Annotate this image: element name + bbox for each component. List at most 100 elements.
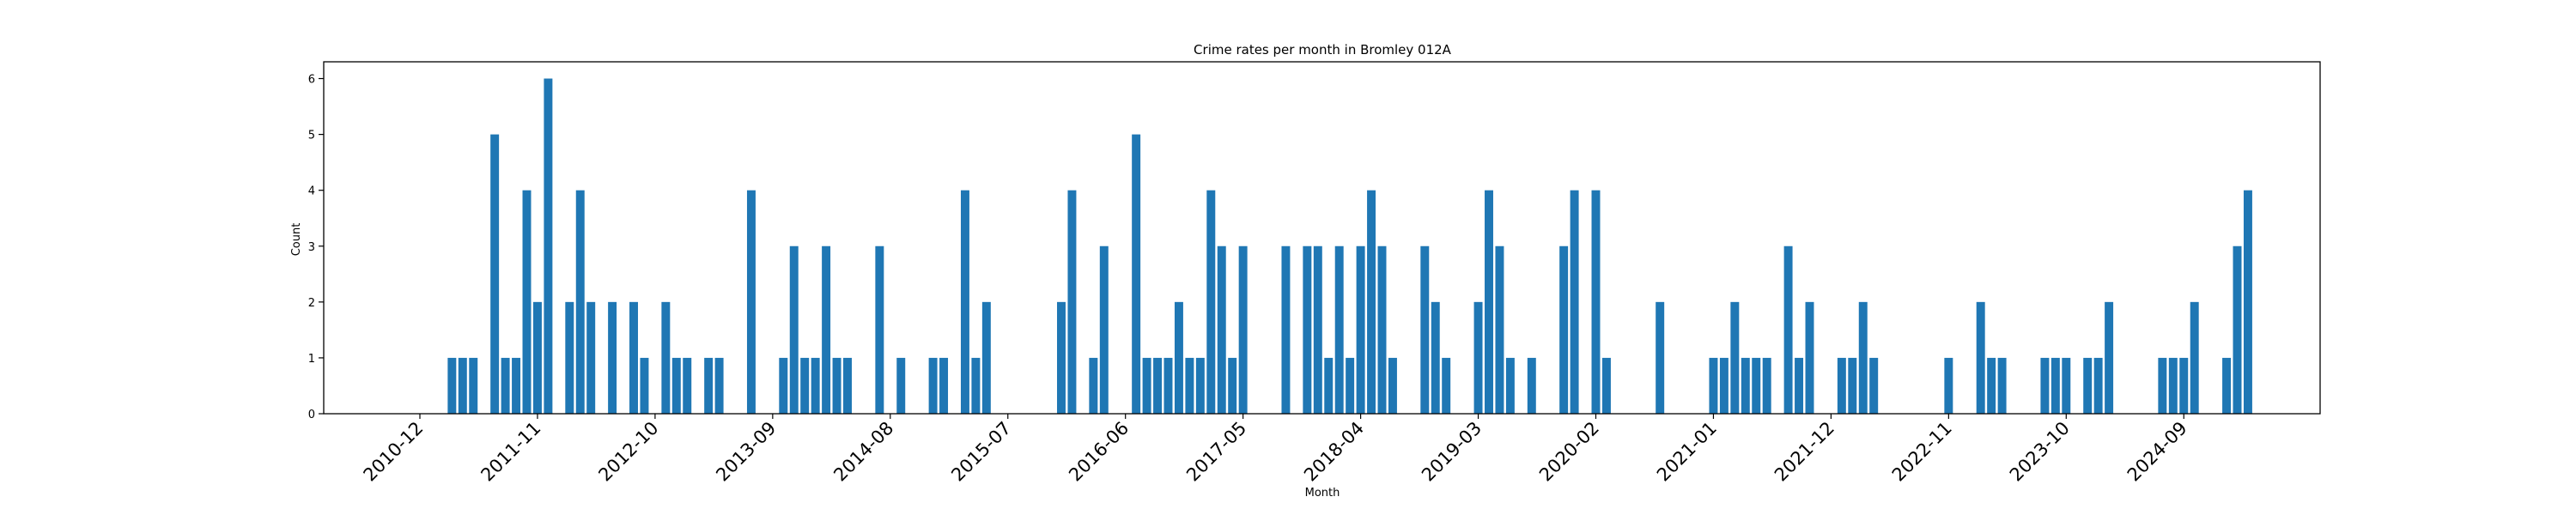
- x-tick-label: 2015-07: [947, 418, 1015, 486]
- bar: [2062, 357, 2071, 414]
- bar: [2105, 301, 2114, 414]
- x-tick-label: 2024-09: [2123, 418, 2191, 486]
- x-axis: 2010-12 2011-11 2012-10 2013-09 2014-08 2015-…: [360, 414, 2191, 486]
- y-axis-label: Count: [290, 223, 303, 257]
- bar: [1559, 245, 1569, 414]
- x-tick-label: 2016-06: [1065, 418, 1133, 486]
- bar: [2083, 357, 2093, 414]
- bar: [971, 357, 981, 414]
- bar: [1153, 357, 1163, 414]
- y-tick-label: 3: [308, 241, 315, 254]
- bar: [490, 134, 500, 414]
- bar: [565, 301, 574, 414]
- bar: [2233, 245, 2242, 414]
- x-tick-label: 2021-12: [1771, 418, 1838, 486]
- bar: [1334, 245, 1344, 414]
- y-axis: 0 1 2 3 4 5 6: [308, 74, 324, 421]
- x-axis-label: Month: [1305, 487, 1340, 500]
- bar: [1741, 357, 1750, 414]
- x-tick-label: 2013-09: [712, 418, 780, 486]
- bar: [1420, 245, 1430, 414]
- bar: [2158, 357, 2167, 414]
- bar: [1089, 357, 1098, 414]
- bar: [1281, 245, 1291, 414]
- bar: [1762, 357, 1771, 414]
- plot-frame: [323, 61, 2321, 415]
- y-tick-label: 1: [308, 353, 315, 366]
- bar: [1099, 245, 1109, 414]
- bar: [458, 357, 467, 414]
- bar: [981, 301, 991, 414]
- bar: [532, 301, 542, 414]
- bar: [1997, 357, 2007, 414]
- bar: [1837, 357, 1846, 414]
- bar: [629, 301, 638, 414]
- bar: [1367, 190, 1376, 414]
- bar: [2093, 357, 2103, 414]
- bar: [928, 357, 938, 414]
- bar: [832, 357, 841, 414]
- bar: [896, 357, 906, 414]
- bars-group: [447, 78, 2252, 415]
- y-tick-label: 5: [308, 130, 315, 142]
- bar: [1709, 357, 1718, 414]
- x-tick-label: 2014-08: [829, 418, 897, 486]
- bar: [1858, 301, 1868, 414]
- bar: [575, 190, 585, 414]
- y-tick-label: 4: [308, 185, 315, 198]
- bar: [2179, 357, 2189, 414]
- bar: [875, 245, 884, 414]
- bar: [671, 357, 681, 414]
- bar: [1719, 357, 1728, 414]
- bar: [512, 357, 521, 414]
- bar: [1752, 357, 1761, 414]
- bar: [2168, 357, 2178, 414]
- bar: [1377, 245, 1387, 414]
- bar: [1505, 357, 1515, 414]
- bar: [939, 357, 949, 414]
- bar: [1185, 357, 1194, 414]
- bar: [683, 357, 692, 414]
- bar: [1174, 301, 1183, 414]
- bar: [704, 357, 714, 414]
- bar: [1783, 245, 1793, 414]
- bar: [1601, 357, 1611, 414]
- bar: [447, 357, 457, 414]
- bar: [2243, 190, 2252, 414]
- bar: [1730, 301, 1740, 414]
- x-tick-label: 2023-10: [2006, 418, 2074, 486]
- bar: [2050, 357, 2060, 414]
- bar: [800, 357, 810, 414]
- bar: [1442, 357, 1451, 414]
- bar: [2040, 357, 2050, 414]
- bar: [822, 245, 831, 414]
- bar: [501, 357, 510, 414]
- x-tick-label: 2021-01: [1653, 418, 1721, 486]
- bar: [1346, 357, 1355, 414]
- bar: [1976, 301, 1985, 414]
- bar: [608, 301, 617, 414]
- bar: [1303, 245, 1312, 414]
- x-tick-label: 2022-11: [1888, 418, 1956, 486]
- bar: [1987, 357, 1996, 414]
- bar: [1570, 190, 1579, 414]
- bar: [1805, 301, 1814, 414]
- bar: [522, 190, 532, 414]
- bar: [544, 78, 553, 415]
- bar: [1656, 301, 1665, 414]
- bar: [1067, 190, 1077, 414]
- bar: [640, 357, 649, 414]
- bar: [779, 357, 788, 414]
- bar: [1217, 245, 1226, 414]
- bar: [843, 357, 852, 414]
- x-tick-label: 2010-12: [360, 418, 428, 486]
- bar: [1495, 245, 1504, 414]
- bar: [1431, 301, 1440, 414]
- bar: [1206, 190, 1216, 414]
- bar: [789, 245, 799, 414]
- x-tick-label: 2011-11: [477, 418, 544, 486]
- bar: [1313, 245, 1322, 414]
- bar: [2222, 357, 2232, 414]
- x-tick-label: 2012-10: [594, 418, 662, 486]
